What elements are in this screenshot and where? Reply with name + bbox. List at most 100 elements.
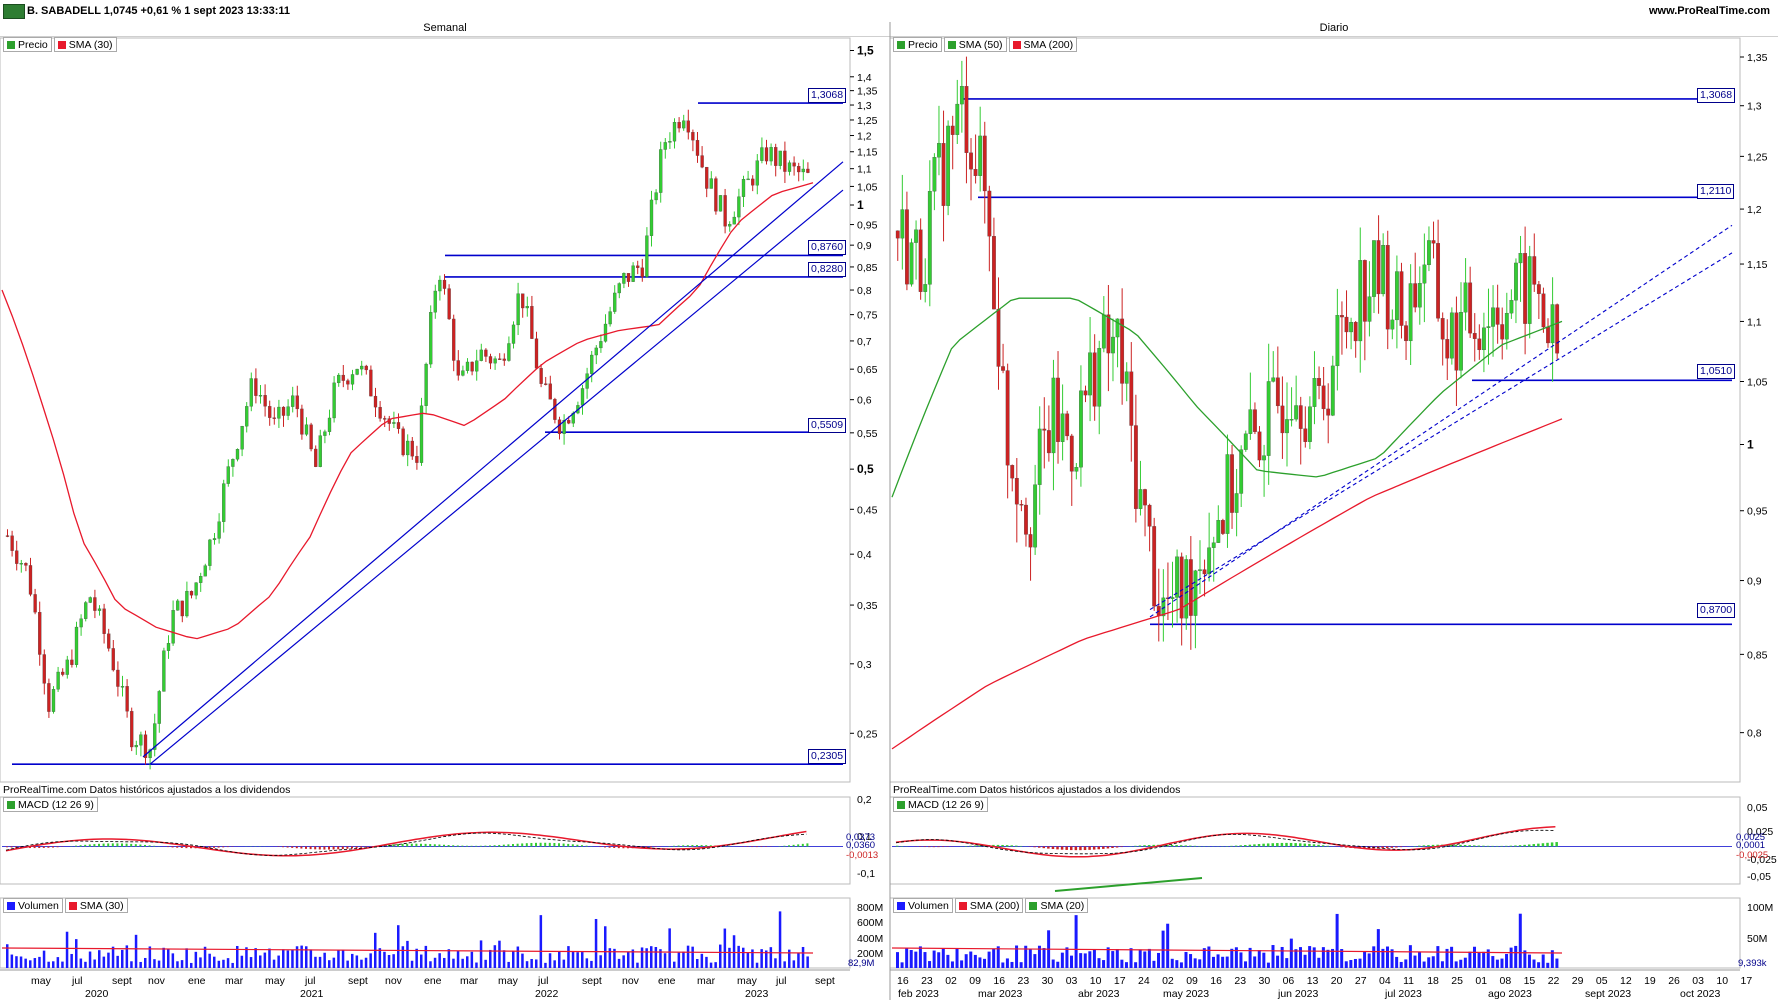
macd-histogram-bar (134, 844, 137, 847)
volume-axis-label: 400M (857, 933, 883, 945)
candle-body (760, 147, 764, 161)
macd-histogram-bar (1065, 846, 1068, 850)
candle-body (677, 122, 681, 129)
candle-body (268, 406, 272, 418)
legend-precio[interactable]: Precio (893, 37, 942, 52)
macd-histogram-bar (1472, 845, 1476, 847)
macd-histogram-bar (360, 846, 363, 848)
candle-body (1344, 316, 1349, 333)
price-axis-label: 1,2 (1747, 204, 1762, 216)
legend-sma200[interactable]: SMA (200) (1008, 37, 1078, 52)
macd-histogram-bar (1253, 844, 1256, 847)
macd-line (895, 826, 1556, 858)
macd-histogram-bar (1431, 844, 1435, 847)
candle-body (1504, 312, 1509, 340)
macd-histogram-bar (617, 846, 620, 849)
volume-bar (1019, 962, 1023, 968)
candle-body (47, 683, 51, 712)
volume-bar (240, 955, 244, 968)
macd-histogram-bar (797, 844, 800, 847)
macd-histogram-bar (1193, 845, 1197, 847)
volume-bar (217, 960, 221, 968)
macd-histogram-bar (433, 844, 436, 847)
candle-body (1440, 318, 1445, 340)
x-axis-month-label: may (265, 975, 286, 987)
candle-body (1175, 556, 1179, 598)
volume-bar (631, 949, 635, 968)
volume-bar (33, 958, 37, 968)
volume-bar (346, 960, 349, 968)
macd-histogram-bar (397, 844, 399, 847)
legend-volume-sma30[interactable]: SMA (30) (64, 898, 128, 913)
volume-bar (1120, 959, 1124, 968)
volume-bar (1189, 954, 1193, 968)
volume-bar (1340, 949, 1344, 968)
macd-histogram-bar (130, 843, 133, 847)
site-link[interactable]: www.ProRealTime.com (1648, 5, 1770, 17)
candle-body (5, 535, 10, 537)
candle-body (603, 323, 608, 342)
price-axis-label: 0,7 (857, 336, 872, 348)
volume-bar (700, 953, 704, 968)
macd-histogram-bar (190, 846, 192, 849)
x-axis-day-label: 17 (1741, 975, 1753, 987)
candle-body (562, 420, 566, 434)
volume-bar (194, 951, 198, 968)
macd-histogram-bar (1385, 846, 1389, 849)
candle-body (1234, 493, 1239, 513)
legend-volumen[interactable]: Volumen (3, 898, 63, 913)
volume-bar (1225, 956, 1229, 968)
price-axis-label: 0,9 (1747, 576, 1762, 588)
x-axis-day-label: 30 (1259, 975, 1271, 987)
x-axis-month-label: mar (697, 975, 716, 987)
macd-histogram-bar (447, 845, 450, 847)
x-axis-year-label: 2021 (300, 988, 324, 1000)
candle-body (79, 618, 83, 628)
macd-histogram-bar (56, 846, 59, 848)
candle-body (461, 370, 465, 376)
candle-body (1051, 377, 1056, 454)
candle-body (1417, 283, 1422, 308)
legend-precio[interactable]: Precio (3, 37, 52, 52)
candle-body (1024, 504, 1028, 535)
macd-histogram-bar (420, 843, 422, 847)
candle-body (415, 456, 419, 463)
volume-bar (328, 960, 331, 968)
volume-bar (420, 954, 423, 968)
candle-body (433, 290, 437, 313)
volume-bar (1056, 961, 1060, 968)
x-axis-month-label: mar (460, 975, 479, 987)
candle-body (107, 633, 111, 649)
volume-bar (272, 959, 276, 968)
legend-sma30[interactable]: SMA (30) (53, 37, 117, 52)
volume-bar (746, 952, 750, 968)
volume-bar (622, 955, 625, 968)
x-axis-day-label: 09 (1186, 975, 1198, 987)
macd-histogram-bar (613, 846, 616, 848)
trend-line (149, 189, 844, 765)
macd-histogram-bar (1298, 843, 1302, 847)
x-axis-month-label: nov (148, 975, 166, 987)
volume-bar (900, 962, 904, 968)
volume-bar (737, 945, 740, 968)
legend-volumen[interactable]: Volumen (893, 898, 953, 913)
price-axis-label: 0,85 (1747, 649, 1768, 661)
volume-bar (199, 957, 202, 968)
candle-body (245, 406, 249, 427)
volume-bar (1211, 956, 1215, 968)
legend-volume-sma20[interactable]: SMA (20) (1025, 898, 1089, 913)
legend-sma50[interactable]: SMA (50) (943, 37, 1007, 52)
macd-histogram-bar (466, 845, 468, 847)
legend-macd[interactable]: MACD (12 26 9) (3, 797, 98, 812)
legend-volume-sma200[interactable]: SMA (200) (954, 898, 1024, 913)
macd-histogram-bar (1175, 845, 1178, 847)
macd-histogram-bar (806, 843, 809, 847)
macd-histogram-bar (1491, 845, 1494, 847)
candle-body (737, 196, 741, 218)
volume-bar (937, 952, 941, 968)
macd-histogram-bar (116, 843, 119, 847)
x-axis-day-label: 04 (1379, 975, 1391, 987)
macd-value-label: 0,0373 (846, 832, 875, 843)
legend-macd[interactable]: MACD (12 26 9) (893, 797, 988, 812)
